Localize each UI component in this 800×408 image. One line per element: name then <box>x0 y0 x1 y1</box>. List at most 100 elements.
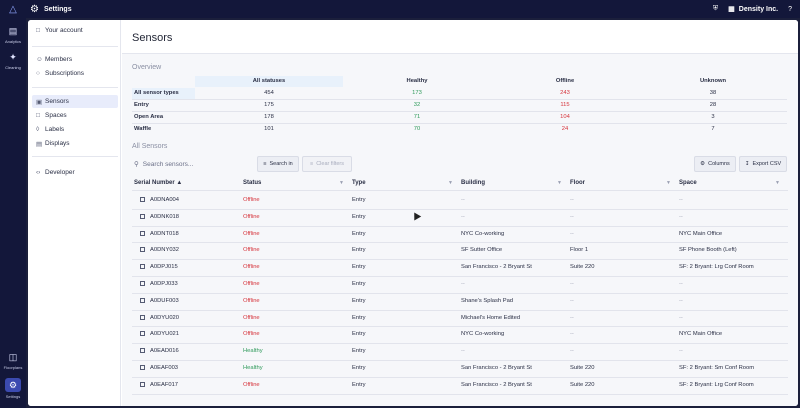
serial-cell[interactable]: A0DNK018 <box>140 209 179 226</box>
export-csv-button[interactable]: ↧ Export CSV <box>739 156 787 172</box>
filter-icon[interactable]: ▼ <box>339 180 344 186</box>
overview-cell[interactable]: 28 <box>709 102 717 108</box>
rail-item-cleaning[interactable]: ✦ Cleaning <box>0 52 26 70</box>
help-icon[interactable]: ? <box>788 5 792 13</box>
cell-text: -- <box>570 348 574 355</box>
serial-cell[interactable]: A0DPJ015 <box>140 259 178 276</box>
sensor-icon <box>140 280 145 286</box>
serial-cell[interactable]: A0EAF017 <box>140 377 178 394</box>
column-header-type[interactable]: Type <box>352 180 366 186</box>
org-switcher[interactable]: ▦ Density Inc. <box>728 5 778 14</box>
sensor-icon <box>140 364 145 370</box>
overview-cell[interactable]: 38 <box>709 90 717 96</box>
overview-cell[interactable]: 101 <box>264 126 274 132</box>
subnav-item-members[interactable]: ☺ Members <box>32 53 118 66</box>
type-cell: Entry <box>352 293 366 310</box>
rail-item-floorplans[interactable]: ◫ Floorplans <box>0 352 26 370</box>
cell-text: Suite 220 <box>570 264 595 271</box>
cell-text: Entry <box>352 230 366 237</box>
cell-text: Offline <box>243 230 260 237</box>
row-divider <box>132 259 788 261</box>
overview-cell[interactable]: 70 <box>413 126 421 132</box>
cell-text: Entry <box>352 213 366 220</box>
overview-header: Healthy <box>406 78 428 84</box>
cell-text: -- <box>570 213 574 220</box>
serial-cell[interactable]: A0DYU021 <box>140 326 179 343</box>
filter-icon[interactable]: ▼ <box>775 180 780 186</box>
serial-cell[interactable]: A0EAF003 <box>140 360 178 377</box>
subnav-item-subscriptions[interactable]: ○ Subscriptions <box>32 67 118 80</box>
rail-item-settings[interactable]: ⚙ Settings <box>0 378 26 399</box>
serial-cell[interactable]: A0DNY032 <box>140 242 179 259</box>
floorplans-icon: ◫ <box>8 352 18 362</box>
subnav-item-labels[interactable]: ◊ Labels <box>32 123 118 136</box>
analytics-icon: ▤ <box>8 26 18 36</box>
row-divider <box>132 309 788 311</box>
members-icon: ☺ <box>36 56 43 63</box>
cell-text: Floor 1 <box>570 247 589 254</box>
overview-cell[interactable]: 7 <box>711 126 715 132</box>
serial-cell[interactable]: A0DNT018 <box>140 226 179 243</box>
cell-text: A0DUF003 <box>150 297 179 304</box>
overview-cell[interactable]: 3 <box>711 114 715 120</box>
cell-text: -- <box>679 281 683 287</box>
subnav-item-label: Labels <box>45 126 65 133</box>
overview-cell[interactable]: 24 <box>561 126 569 132</box>
rail-item-analytics[interactable]: ▤ Analytics <box>0 26 26 44</box>
serial-cell[interactable]: A0DYU020 <box>140 310 179 327</box>
cell-text: Healthy <box>243 365 263 371</box>
overview-cell[interactable]: 175 <box>264 102 274 108</box>
filter-icon[interactable]: ▼ <box>557 180 562 186</box>
shield-icon[interactable]: ⛨ <box>712 5 719 12</box>
floor-cell: Floor 1 <box>570 242 588 259</box>
overview-cell[interactable]: 173 <box>412 90 422 96</box>
column-header-serial[interactable]: Serial Number ▲ <box>134 176 182 190</box>
cell-text: SF: 2 Bryant: Lrg Conf Room <box>679 264 754 271</box>
density-logo-icon[interactable]: △ <box>9 3 17 15</box>
cell-text: A0DPJ015 <box>150 264 178 271</box>
overview-cell[interactable]: 178 <box>264 114 274 120</box>
column-header-building[interactable]: Building <box>461 180 485 186</box>
overview-cell[interactable]: 115 <box>560 102 570 108</box>
building-cell: Shane's Splash Pad <box>461 293 513 310</box>
subnav-item-developer[interactable]: ‹› Developer <box>32 166 118 179</box>
serial-cell[interactable]: A0EAD016 <box>140 343 179 360</box>
subnav-item-displays[interactable]: ▤ Displays <box>32 137 118 150</box>
subnav-item-sensors[interactable]: ▣ Sensors <box>32 95 118 108</box>
serial-cell[interactable]: A0DUF003 <box>140 293 179 310</box>
type-cell: Entry <box>352 209 366 226</box>
clear-filters-button[interactable]: ≡ Clear filters <box>302 156 352 172</box>
status-cell: Offline <box>243 276 260 293</box>
overview-cell[interactable]: 32 <box>413 102 421 108</box>
overview-cell[interactable]: 71 <box>413 114 421 120</box>
row-divider <box>132 360 788 361</box>
type-cell: Entry <box>352 259 366 276</box>
column-header-status[interactable]: Status <box>243 180 262 186</box>
column-header-floor[interactable]: Floor <box>570 180 585 186</box>
search-in-button[interactable]: ≡ Search in <box>257 156 299 172</box>
space-cell: SF: 2 Bryant: Lrg Conf Room <box>679 377 754 394</box>
subnav-item-label: Subscriptions <box>45 70 85 77</box>
row-divider <box>132 292 788 294</box>
overview-cell[interactable]: 454 <box>264 90 274 96</box>
cell-text: Michael's Home Edited <box>461 314 521 321</box>
spaces-icon: □ <box>36 112 40 119</box>
building-cell: -- <box>461 276 465 293</box>
subnav-item-account[interactable]: □ Your account <box>32 24 118 37</box>
serial-cell[interactable]: A0DNA004 <box>140 192 179 209</box>
column-header-space[interactable]: Space <box>679 180 697 186</box>
subnav-item-spaces[interactable]: □ Spaces <box>32 109 118 122</box>
sensor-search[interactable]: ⚲ Search sensors... <box>132 156 252 172</box>
search-input[interactable]: Search sensors... <box>142 160 194 168</box>
cell-text: A0EAF003 <box>150 365 179 371</box>
filter-icon[interactable]: ▼ <box>448 180 453 186</box>
cell-text: A0DPJ033 <box>150 281 178 287</box>
serial-cell[interactable]: A0DPJ033 <box>140 276 178 293</box>
overview-cell[interactable]: 104 <box>560 114 570 120</box>
overview-cell[interactable]: 243 <box>560 90 570 96</box>
cell-text: -- <box>461 213 465 220</box>
sensor-icon <box>140 381 145 387</box>
cell-text: -- <box>679 213 683 220</box>
columns-button[interactable]: ⚙ Columns <box>694 156 736 172</box>
filter-icon[interactable]: ▼ <box>666 180 671 186</box>
